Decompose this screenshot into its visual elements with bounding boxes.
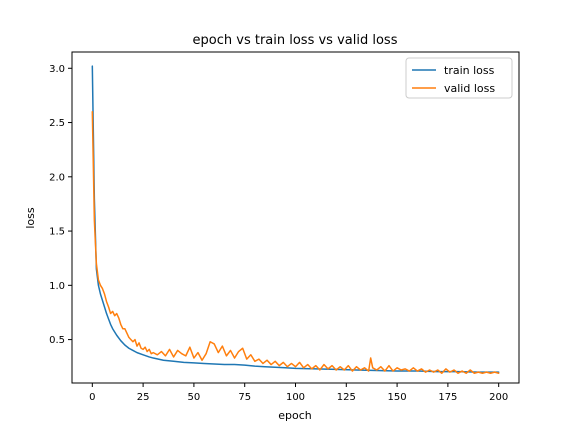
y-tick-label: 2.0 xyxy=(49,172,65,183)
x-axis-label: epoch xyxy=(278,409,312,422)
x-axis-ticks: 0 25 50 75 100 125 150 175 200 xyxy=(89,383,508,403)
x-tick-label: 75 xyxy=(238,392,251,403)
y-tick-label: 2.5 xyxy=(49,118,65,129)
x-tick-label: 150 xyxy=(388,392,407,403)
x-tick-label: 100 xyxy=(286,392,305,403)
x-tick-label: 0 xyxy=(89,392,95,403)
y-tick-label: 1.0 xyxy=(49,281,65,292)
series-line-valid-loss xyxy=(91,110,500,374)
x-tick-label: 25 xyxy=(137,392,150,403)
y-tick-label: 3.0 xyxy=(49,64,65,75)
legend-label: valid loss xyxy=(444,82,495,95)
x-tick-label: 125 xyxy=(337,392,356,403)
series-layer xyxy=(91,65,500,374)
y-axis-label: loss xyxy=(24,207,37,229)
y-tick-label: 1.5 xyxy=(49,227,65,238)
x-tick-label: 50 xyxy=(188,392,201,403)
y-axis-ticks: 0.5 1.0 1.5 2.0 2.5 3.0 xyxy=(49,64,72,346)
y-tick-label: 0.5 xyxy=(49,335,65,346)
x-tick-label: 200 xyxy=(489,392,508,403)
legend: train loss valid loss xyxy=(405,57,513,99)
x-tick-label: 175 xyxy=(438,392,457,403)
chart-title: epoch vs train loss vs valid loss xyxy=(193,33,398,48)
legend-label: train loss xyxy=(444,64,495,77)
